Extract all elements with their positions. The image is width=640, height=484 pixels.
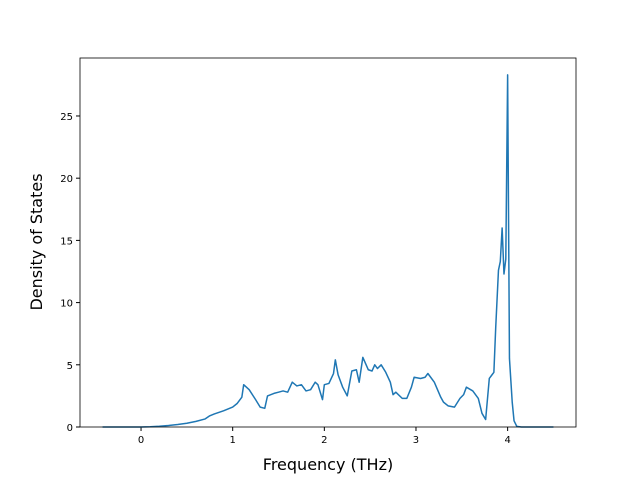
x-tick-label: 4 (504, 435, 510, 446)
line (102, 74, 554, 428)
y-tick-label: 20 (60, 174, 73, 185)
x-tick-label: 1 (229, 435, 235, 446)
y-axis-title: Density of States (27, 173, 46, 310)
y-tick-label: 15 (60, 236, 73, 247)
plot-frame (79, 57, 577, 428)
y-tick-label: 25 (60, 112, 73, 123)
y-tick-label: 0 (67, 423, 73, 434)
plot-area (80, 58, 576, 427)
x-axis-title: Frequency (THz) (263, 455, 393, 474)
x-tick-label: 0 (138, 435, 144, 446)
y-tick-label: 5 (67, 361, 73, 372)
x-tick-label: 3 (413, 435, 419, 446)
x-tick-label: 2 (321, 435, 327, 446)
y-tick-label: 10 (60, 299, 73, 310)
